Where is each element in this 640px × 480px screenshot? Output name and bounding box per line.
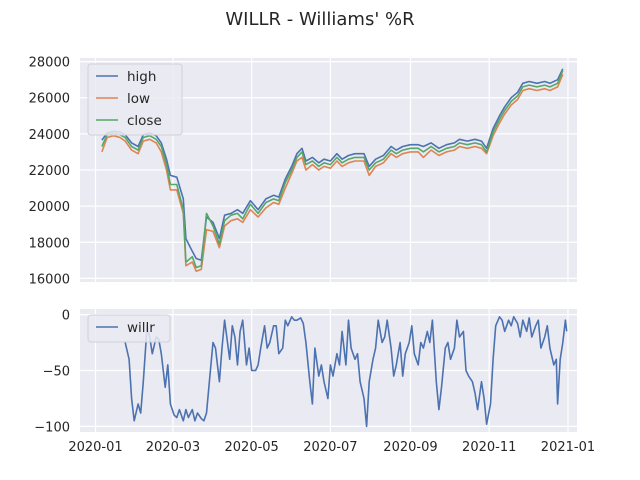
legend-label: close: [127, 113, 162, 129]
series-line-willr: [124, 316, 568, 428]
y-tick-label: 22000: [29, 164, 70, 179]
y-tick-label: 18000: [29, 236, 70, 251]
x-tick-label: 2020-07: [303, 440, 357, 455]
y-tick-label: −100: [34, 420, 70, 435]
y-tick-label: 28000: [29, 56, 70, 71]
figure-title: WILLR - Williams' %R: [225, 9, 414, 30]
legend-label: high: [127, 69, 156, 85]
y-tick-label: 16000: [29, 272, 70, 287]
x-tick-label: 2020-09: [383, 440, 437, 455]
legend-label: low: [127, 91, 150, 107]
series-line-low: [101, 73, 564, 272]
x-tick-label: 2020-05: [225, 440, 279, 455]
legend-label: willr: [127, 320, 155, 336]
series-line-close: [101, 70, 564, 269]
y-tick-label: 0: [62, 309, 70, 324]
legend: high low close: [87, 63, 183, 136]
x-tick-label: 2020-01: [68, 440, 122, 455]
legend: willr: [87, 314, 171, 343]
legend-box: [87, 63, 183, 136]
y-tick-label: 26000: [29, 92, 70, 107]
price-panel: 16000 18000 20000 22000 24000 26000 28000 high l…: [29, 56, 577, 287]
series-line-high: [101, 68, 564, 262]
x-tick-label: 2020-11: [462, 440, 516, 455]
y-tick-label: −50: [43, 365, 70, 380]
y-tick-label: 24000: [29, 128, 70, 143]
x-tick-label: 2021-01: [541, 440, 595, 455]
willr-panel: −100 −50 0 2020-01 2020-03 2020-05 2020-07 2020…: [34, 309, 595, 455]
y-tick-label: 20000: [29, 200, 70, 215]
legend-box: [87, 314, 171, 343]
x-tick-label: 2020-03: [146, 440, 200, 455]
